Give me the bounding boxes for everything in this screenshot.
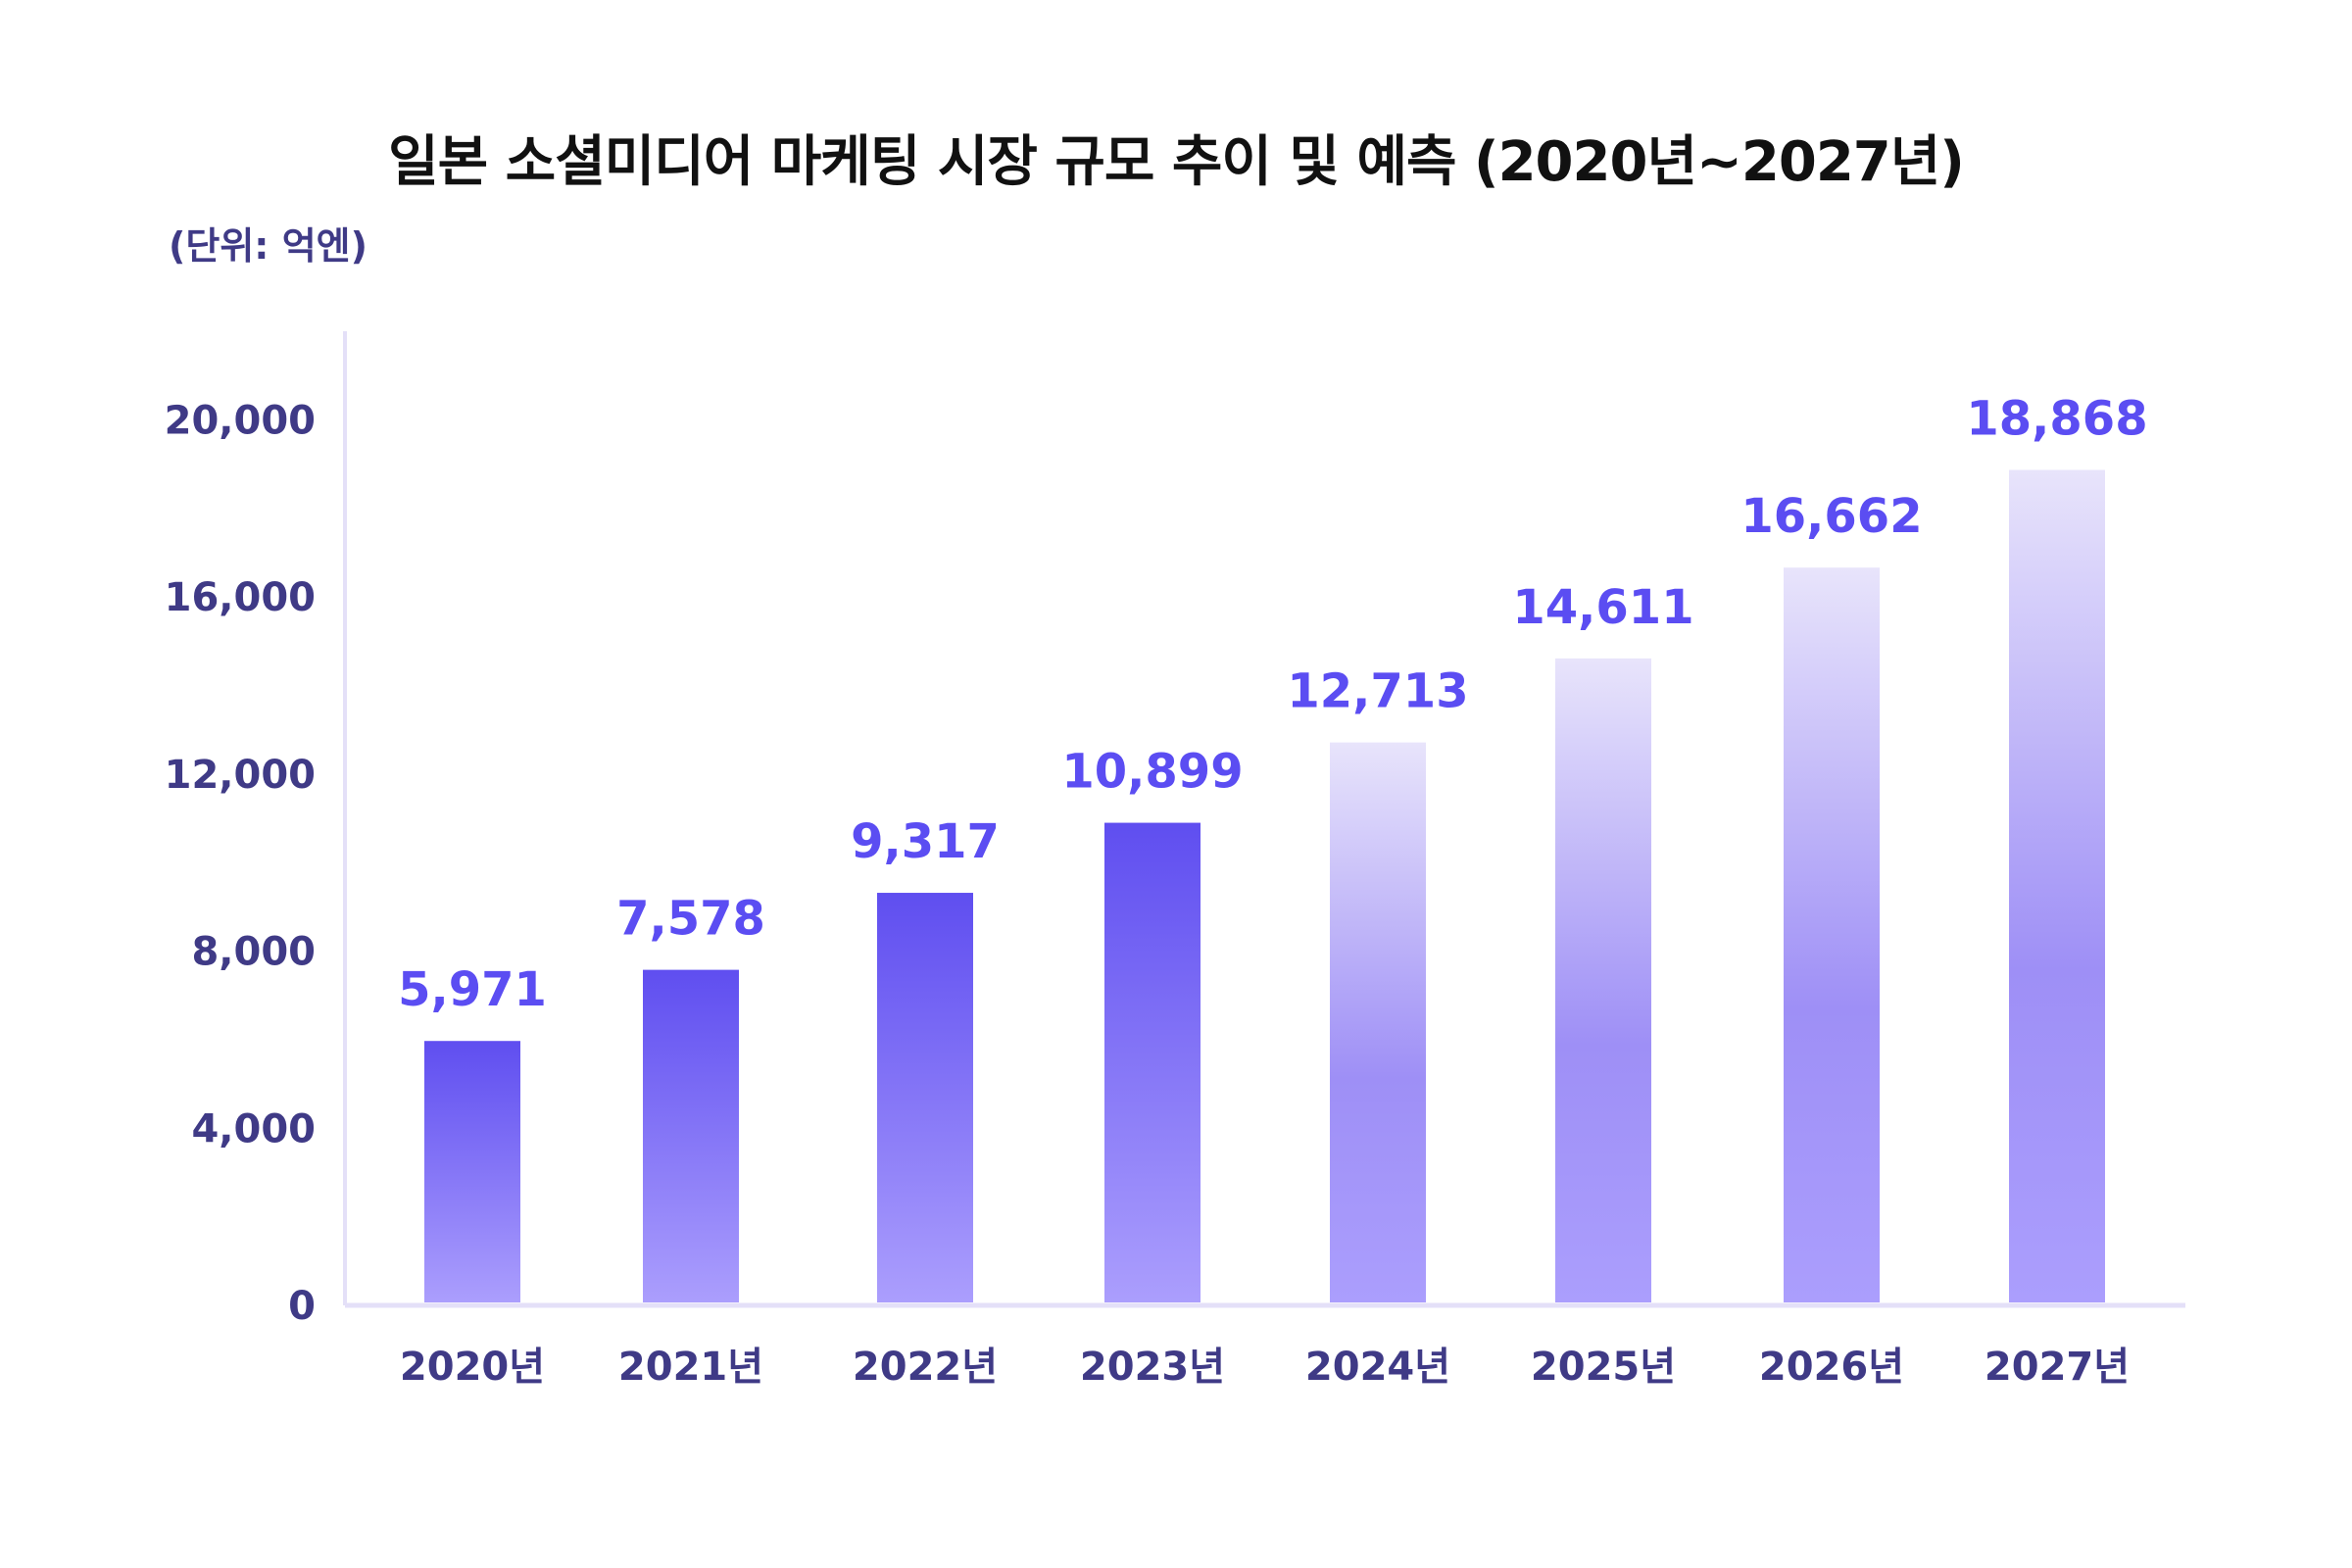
bar-2020 [424, 1041, 520, 1302]
y-tick-label: 0 [288, 1284, 316, 1329]
x-tick-label: 2027년 [1984, 1345, 2130, 1390]
data-label: 14,611 [1512, 580, 1693, 635]
y-tick-label: 4,000 [191, 1106, 316, 1152]
bar-2026 [1784, 567, 1880, 1302]
bars [424, 469, 2105, 1302]
data-label: 10,899 [1061, 745, 1243, 800]
x-tick-label: 2023년 [1080, 1345, 1225, 1390]
data-label: 5,971 [398, 962, 547, 1017]
x-tick-label: 2025년 [1531, 1345, 1676, 1390]
axes: 0 4,000 8,000 12,000 16,000 20,000 [165, 331, 2185, 1329]
y-tick-label: 20,000 [165, 398, 316, 443]
bar-2023 [1104, 822, 1200, 1302]
data-label: 16,662 [1740, 489, 1922, 544]
bar-2022 [877, 893, 973, 1302]
chart-title: 일본 소셜미디어 마케팅 시장 규모 추이 및 예측 (2020년~2027년) [388, 130, 1965, 194]
data-label: 9,317 [851, 814, 1000, 869]
y-tick-label: 8,000 [191, 930, 316, 975]
bar-2027 [2009, 469, 2105, 1302]
y-tick-label: 16,000 [165, 575, 316, 620]
data-label: 7,578 [616, 892, 765, 947]
data-label: 12,713 [1287, 664, 1468, 719]
bar-2025 [1555, 658, 1651, 1302]
x-tick-label: 2021년 [618, 1345, 763, 1390]
labels: 5,971 2020년 7,578 2021년 9,317 2022년 10,899 2023… [398, 392, 2148, 1390]
x-tick-label: 2024년 [1305, 1345, 1450, 1390]
y-tick-label: 12,000 [165, 753, 316, 798]
unit-label: (단위: 억엔) [169, 224, 368, 268]
data-label: 18,868 [1966, 392, 2147, 447]
x-tick-label: 2020년 [400, 1345, 545, 1390]
bar-2024 [1330, 742, 1426, 1302]
bar-2021 [643, 969, 739, 1302]
x-tick-label: 2022년 [853, 1345, 998, 1390]
x-tick-label: 2026년 [1759, 1345, 1904, 1390]
